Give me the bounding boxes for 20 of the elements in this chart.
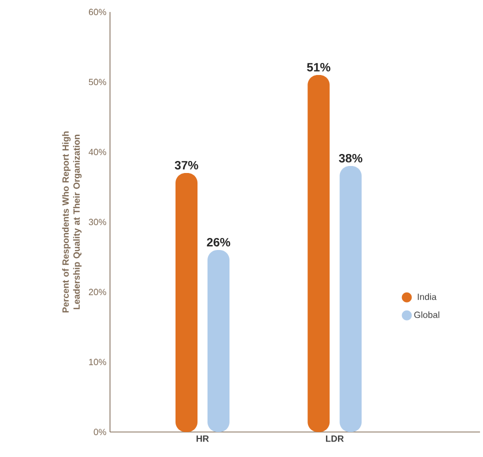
y-tick-label: 50% <box>88 78 106 86</box>
y-tick-label: 60% <box>88 8 106 16</box>
bar <box>340 166 362 432</box>
x-tick-label: LDR <box>326 436 344 442</box>
y-tick-label: 10% <box>89 358 106 366</box>
y-tick-label: 30% <box>88 218 106 226</box>
y-tick-label: 20% <box>88 288 106 296</box>
x-tick-label: HR <box>196 436 209 442</box>
y-tick-label: 0% <box>94 428 106 436</box>
legend-label: India <box>418 293 437 300</box>
bar <box>176 172 198 432</box>
data-label: 26% <box>206 238 230 246</box>
legend-label: Global <box>414 311 440 318</box>
y-tick-label: 40% <box>88 148 106 156</box>
bar <box>308 74 330 432</box>
data-label: 38% <box>338 154 362 162</box>
data-label: 51% <box>307 63 330 72</box>
data-label: 37% <box>174 160 198 170</box>
bar <box>208 250 230 432</box>
y-axis-title: Percent of Respondents Who Report High Leadership Quality at Their Organization <box>62 132 82 312</box>
